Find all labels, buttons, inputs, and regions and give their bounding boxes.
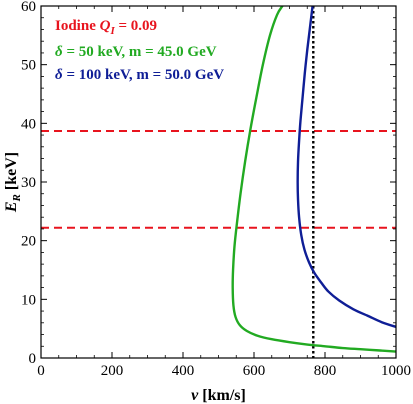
x-tick-label-2: 400: [172, 363, 195, 379]
y-tick-label-3: 30: [21, 175, 36, 191]
y-tick-label-0: 0: [29, 351, 37, 367]
series-line-1: [296, 6, 396, 329]
y-axis-unit: [keV]: [3, 152, 20, 194]
x-tick-label-0: 0: [37, 363, 45, 379]
x-tick-label-4: 800: [314, 363, 337, 379]
legend-rest: = 0.09: [115, 18, 157, 34]
legend-entry-2: δ = 100 keV, m = 50.0 GeV: [55, 67, 224, 83]
y-axis-var: E: [3, 201, 20, 213]
y-axis-title: ER [keV]: [3, 152, 23, 213]
y-axis-sub: R: [11, 194, 23, 202]
y-tick-label-6: 60: [21, 0, 36, 15]
legend-word: Iodine: [55, 18, 100, 34]
y-tick-label-1: 10: [21, 292, 36, 308]
x-tick-label-1: 200: [101, 363, 124, 379]
x-axis-var: v: [191, 387, 199, 404]
legend-rest: = 100 keV, m = 50.0 GeV: [63, 67, 225, 83]
y-tick-label-5: 50: [21, 58, 36, 74]
legend-var: Q: [100, 18, 111, 34]
legend-rest: = 50 keV, m = 45.0 GeV: [63, 44, 217, 60]
x-axis-unit: [km/s]: [198, 387, 246, 404]
legend-entry-1: δ = 50 keV, m = 45.0 GeV: [55, 44, 217, 60]
x-axis-title: v [km/s]: [191, 387, 246, 404]
legend-delta: δ: [55, 44, 63, 60]
legend-sub: I: [109, 25, 115, 37]
x-tick-label-3: 600: [243, 363, 266, 379]
x-tick-label-5: 1000: [381, 363, 411, 379]
y-tick-label-2: 20: [21, 234, 36, 250]
legend-delta: δ: [55, 67, 63, 83]
series-line-0: [231, 6, 396, 353]
y-tick-label-4: 40: [21, 116, 36, 132]
legend-entry-0: Iodine QI = 0.09: [55, 18, 157, 37]
